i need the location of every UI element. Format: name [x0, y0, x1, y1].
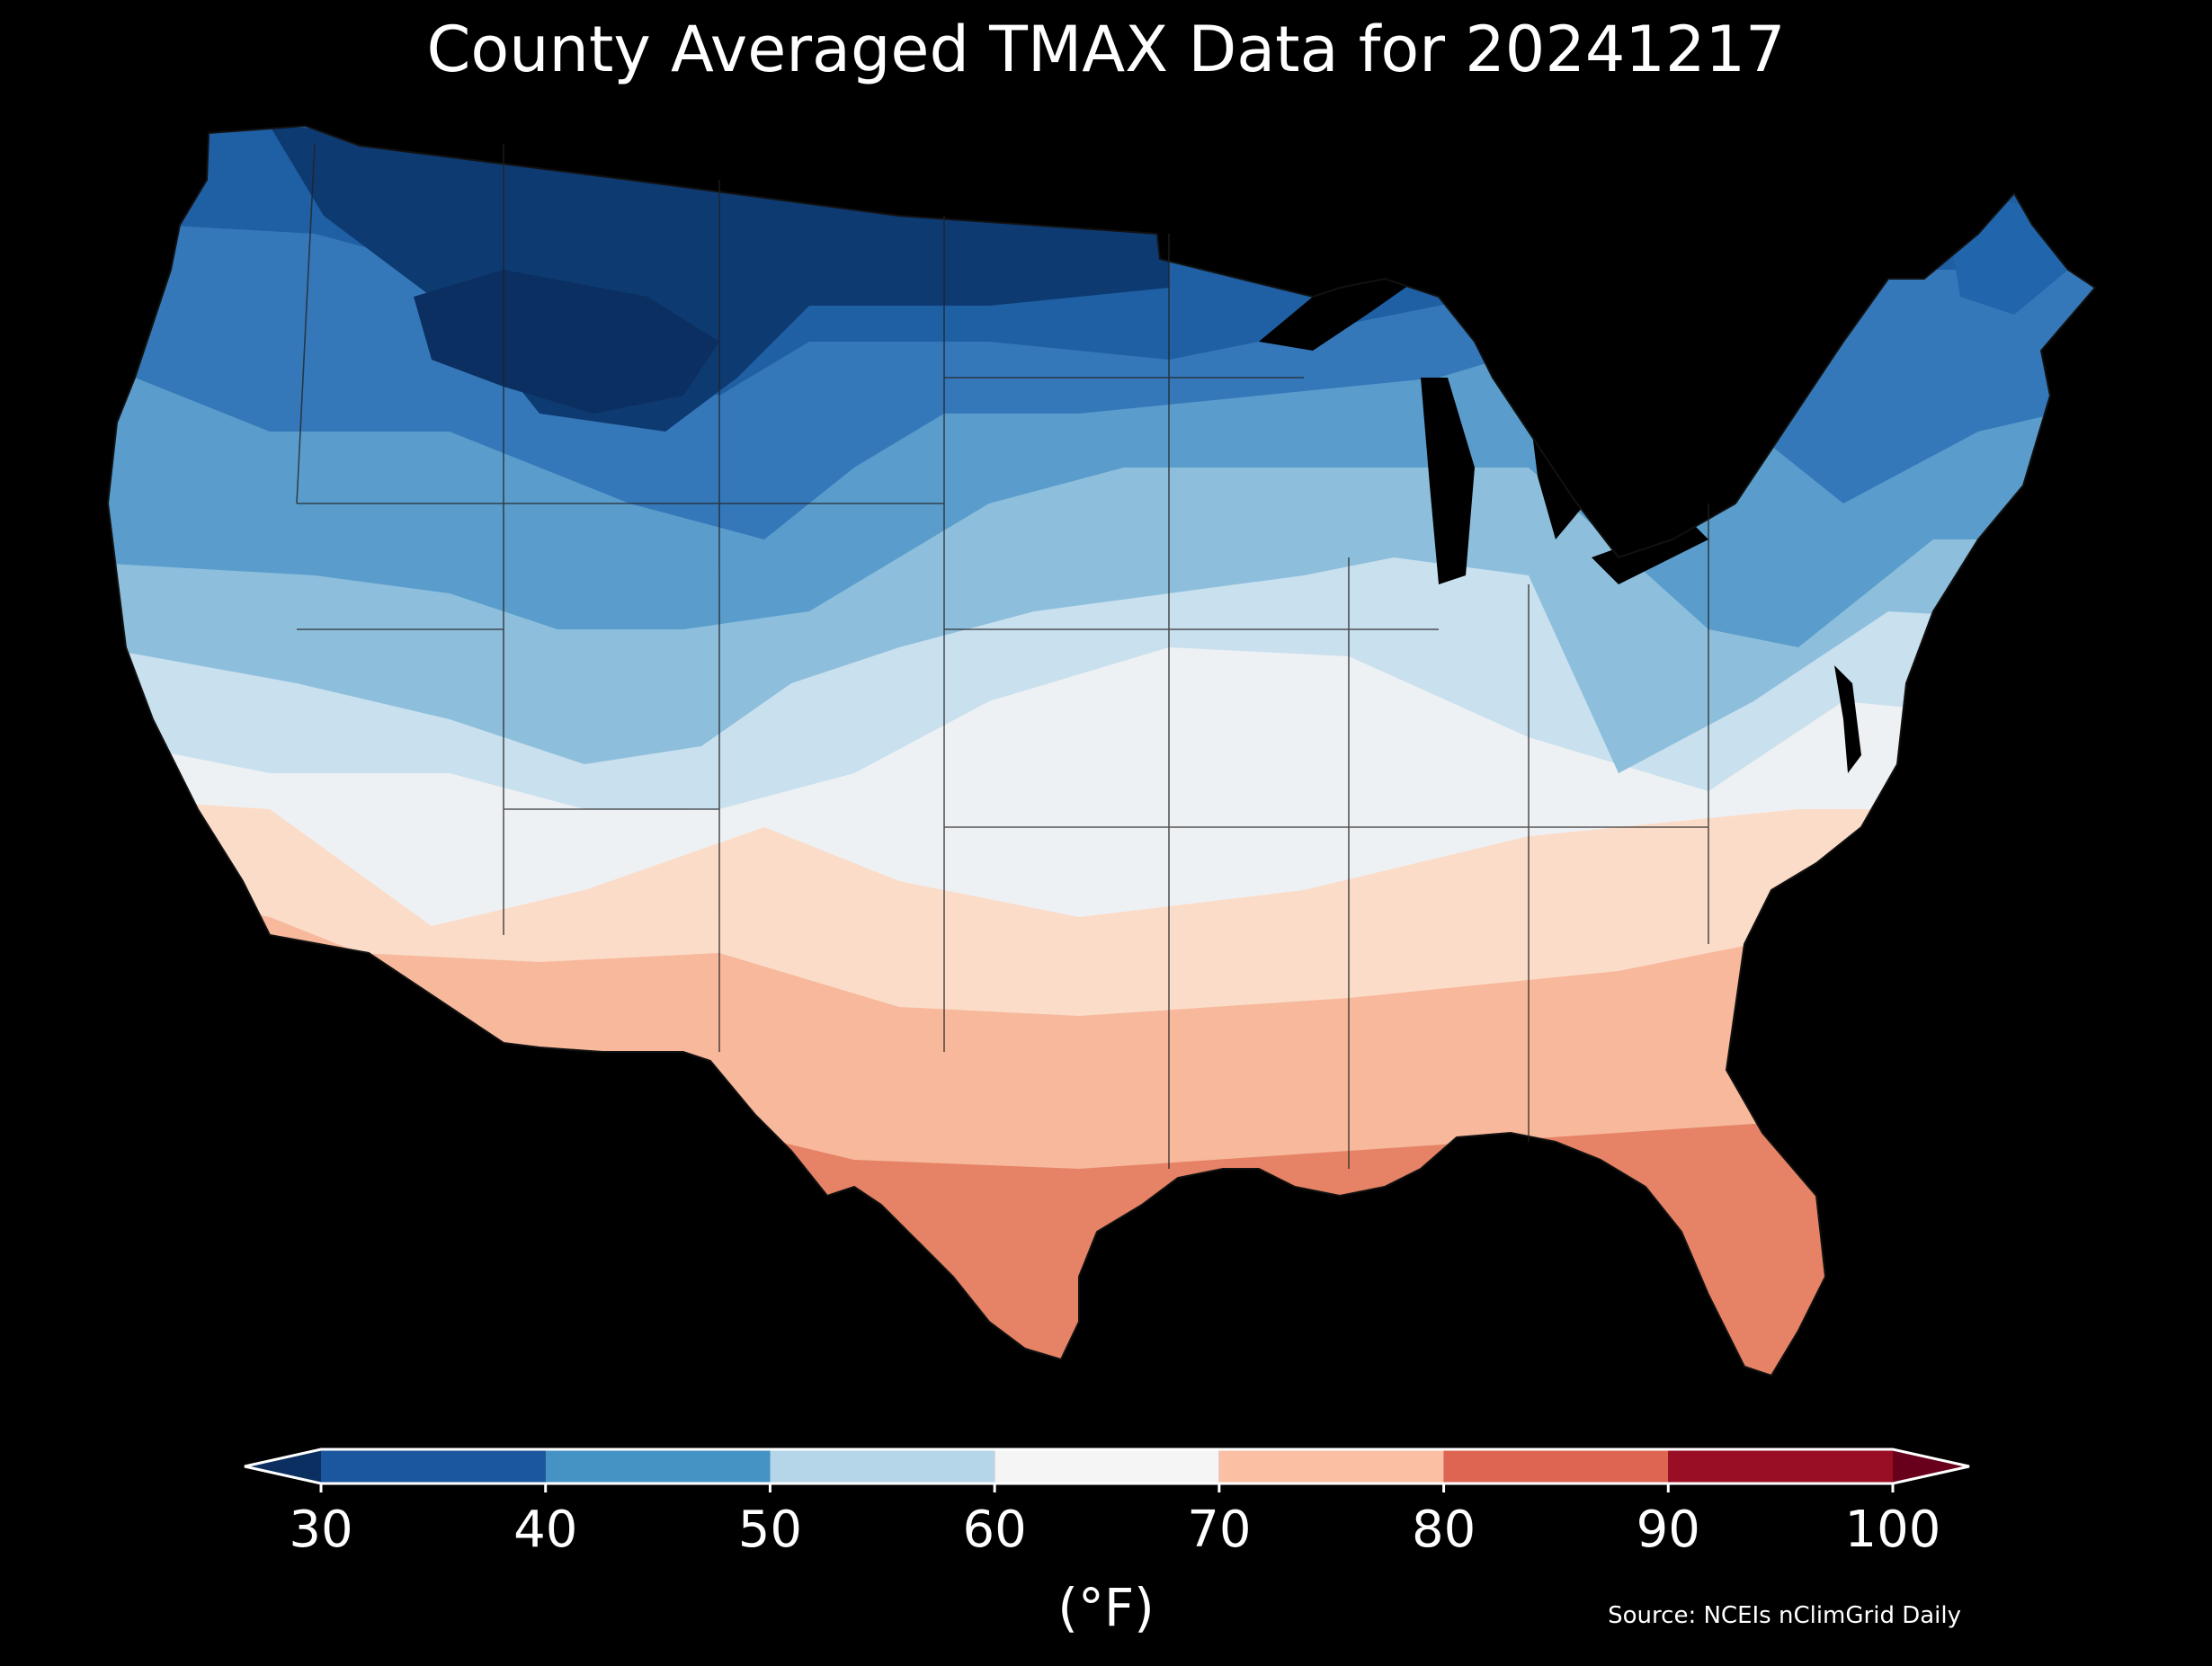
colorbar-bin: [1668, 1449, 1893, 1483]
colorbar-tick-label: 30: [289, 1501, 352, 1559]
lake-huron: [1529, 405, 1601, 539]
state-borders: [296, 143, 1709, 1169]
colorbar-bin: [1218, 1449, 1444, 1483]
colorbar-bin: [995, 1449, 1219, 1483]
colorbar-tick-label: 60: [963, 1501, 1027, 1559]
colorbar-tick-label: 40: [513, 1501, 577, 1559]
chesapeake-bay: [1834, 665, 1861, 773]
lake-erie: [1592, 521, 1708, 584]
colorbar: 30 40 50 60 70 80 90 100 (°F): [244, 1448, 1970, 1638]
lake-michigan: [1421, 378, 1475, 584]
source-note: Source: NCEIs nClimGrid Daily: [1608, 1602, 1961, 1629]
colorbar-over-extension: [1893, 1449, 1969, 1483]
colorbar-bin: [321, 1449, 546, 1483]
colorbar-tick-label: 90: [1637, 1501, 1700, 1559]
us-outline: [106, 124, 2097, 1377]
colorbar-under-extension: [245, 1449, 321, 1483]
page-title: County Averaged TMAX Data for 20241217: [426, 13, 1786, 86]
colorbar-unit-label: (°F): [1057, 1577, 1155, 1638]
colorbar-tick-label: 80: [1412, 1501, 1476, 1559]
colorbar-tick-label: 70: [1187, 1501, 1251, 1559]
colorbar-bin: [545, 1449, 771, 1483]
colorbar-bin: [770, 1449, 995, 1483]
colorbar-bin: [1443, 1449, 1669, 1483]
colorbar-tick-label: 50: [738, 1501, 802, 1559]
colorbar-tick-label: 100: [1845, 1501, 1941, 1559]
temperature-map: [106, 124, 2097, 1377]
lake-superior: [1259, 270, 1412, 351]
temp-band-29: [414, 270, 719, 414]
